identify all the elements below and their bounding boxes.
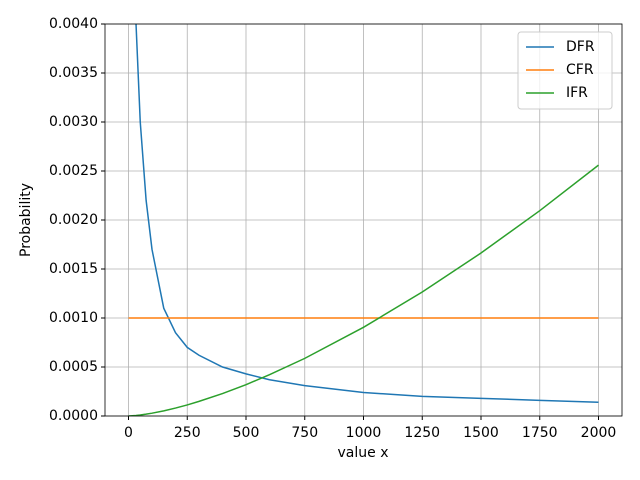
x-tick-label: 2000 (581, 425, 617, 441)
y-tick-label: 0.0030 (49, 114, 98, 130)
y-axis-label: Probability (18, 183, 34, 257)
y-tick-label: 0.0035 (49, 65, 98, 81)
x-tick-label: 500 (233, 425, 260, 441)
y-tick-label: 0.0020 (49, 212, 98, 228)
x-tick-label: 1000 (346, 425, 382, 441)
x-tick-label: 0 (124, 425, 133, 441)
x-tick-label: 1250 (404, 425, 440, 441)
legend-label: DFR (566, 39, 595, 55)
y-tick-label: 0.0025 (49, 163, 98, 179)
x-tick-label: 250 (174, 425, 201, 441)
y-tick-label: 0.0010 (49, 310, 98, 326)
legend-label: IFR (566, 85, 588, 101)
y-tick-label: 0.0015 (49, 261, 98, 277)
x-axis-label: value x (338, 445, 389, 461)
x-tick-label: 750 (291, 425, 318, 441)
legend-box (517, 31, 613, 110)
y-tick-label: 0.0000 (49, 408, 98, 424)
x-tick-label: 1500 (463, 425, 499, 441)
y-tick-label: 0.0005 (49, 359, 98, 375)
legend-label: CFR (566, 62, 594, 78)
plot-frame (104, 23, 623, 417)
x-tick-label: 1750 (522, 425, 558, 441)
series-line (128, 164, 599, 416)
y-tick-label: 0.0040 (49, 16, 98, 32)
series-line (135, 24, 599, 404)
